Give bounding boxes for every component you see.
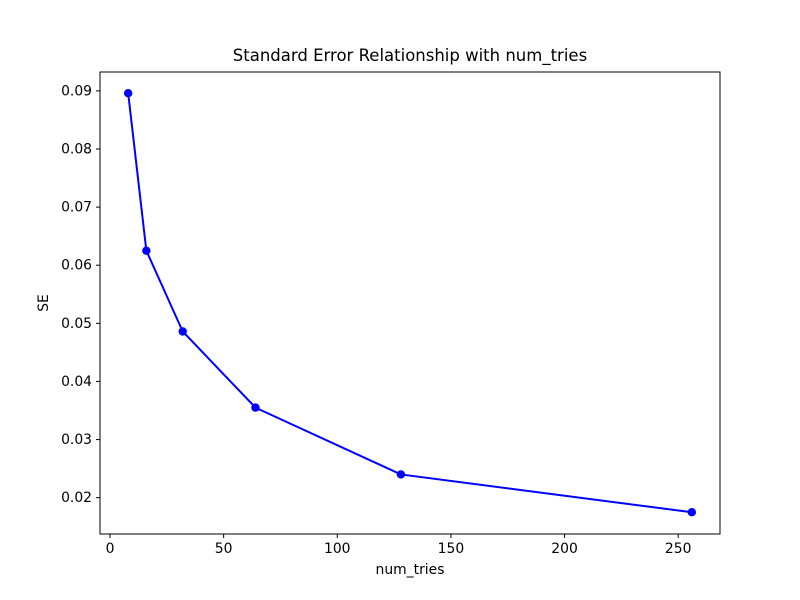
y-tick-label: 0.05	[61, 316, 92, 332]
data-point-marker	[251, 403, 260, 412]
x-tick-label: 200	[551, 541, 578, 557]
y-tick-label: 0.04	[61, 374, 92, 390]
data-point-marker	[123, 89, 133, 98]
y-tick-label: 0.09	[61, 83, 92, 99]
x-tick-label: 150	[438, 541, 465, 557]
x-axis-ticks: 0 50 100 150 200 250	[106, 534, 692, 557]
se-line	[127, 92, 693, 514]
y-axis-label: SE	[36, 294, 52, 312]
x-tick-label: 250	[665, 541, 692, 557]
plot-background	[100, 72, 720, 534]
data-point-marker	[396, 470, 406, 479]
data-point-marker	[178, 327, 187, 336]
data-point-marker	[142, 246, 151, 255]
y-tick-label: 0.08	[61, 142, 92, 158]
plot-area-spines	[99, 71, 721, 535]
chart-title: Standard Error Relationship with num_tri…	[233, 46, 587, 66]
data-series	[123, 89, 697, 517]
y-axis-ticks: 0.02 0.03 0.04 0.05 0.06 0.07 0.08 0.09	[61, 83, 100, 506]
x-tick-label: 100	[324, 541, 351, 557]
x-axis-label: num_tries	[376, 562, 445, 578]
x-tick-label: 0	[106, 541, 115, 557]
y-tick-label: 0.07	[61, 200, 92, 216]
y-tick-label: 0.03	[61, 432, 92, 448]
x-tick-label: 50	[215, 541, 233, 557]
y-tick-label: 0.02	[61, 490, 92, 506]
data-point-marker	[687, 508, 697, 517]
y-tick-label: 0.06	[61, 258, 92, 274]
